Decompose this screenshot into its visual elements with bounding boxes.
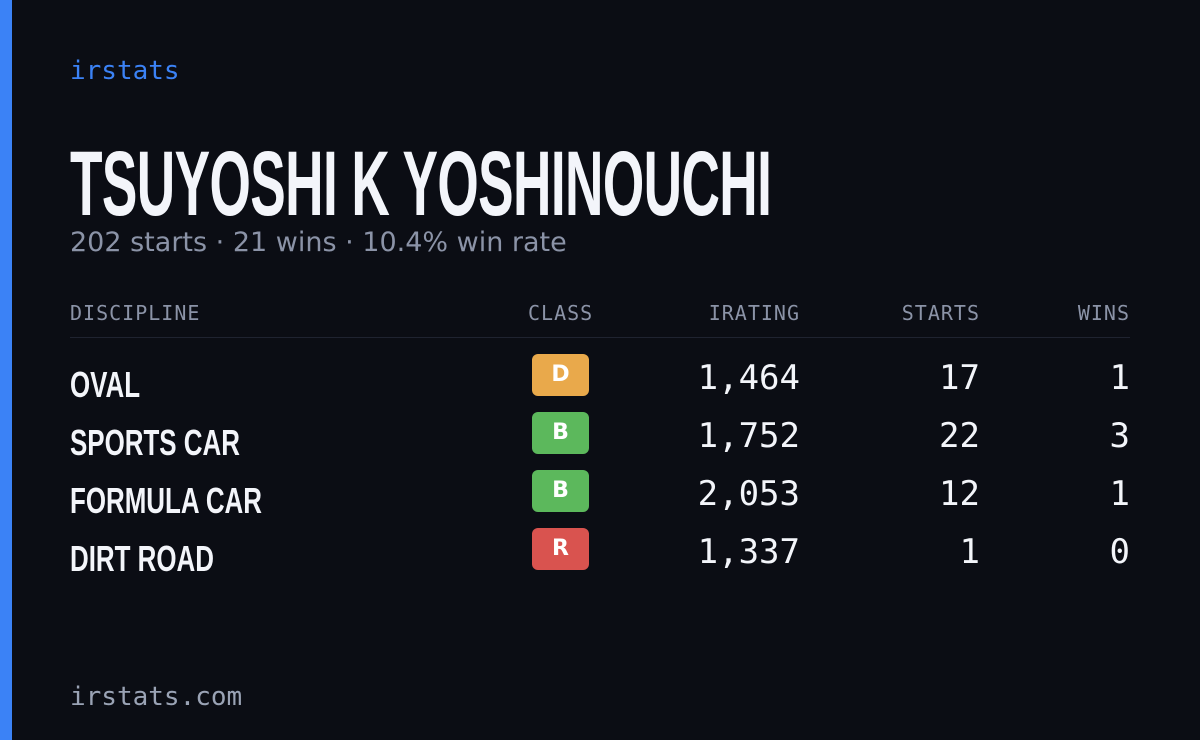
class-badge: D bbox=[532, 354, 589, 396]
driver-name: TSUYOSHI K YOSHINOUCHI bbox=[70, 133, 772, 235]
column-header: STARTS bbox=[901, 301, 980, 325]
wins: 1 bbox=[1109, 358, 1130, 398]
irating: 1,752 bbox=[697, 416, 800, 456]
divider bbox=[70, 337, 1130, 338]
starts: 12 bbox=[939, 474, 980, 514]
starts: 17 bbox=[939, 358, 980, 398]
starts: 22 bbox=[939, 416, 980, 456]
accent-bar bbox=[0, 0, 12, 740]
class-badge: R bbox=[532, 528, 589, 570]
irating: 1,464 bbox=[697, 358, 800, 398]
irating: 1,337 bbox=[697, 532, 800, 572]
starts: 1 bbox=[959, 532, 980, 572]
wins: 1 bbox=[1109, 474, 1130, 514]
column-header: CLASS bbox=[528, 301, 594, 325]
discipline: OVAL bbox=[70, 364, 141, 405]
class-badge: B bbox=[532, 412, 589, 454]
column-header: DISCIPLINE bbox=[70, 301, 201, 325]
wins: 0 bbox=[1109, 532, 1130, 572]
brand: irstats bbox=[70, 56, 180, 86]
discipline: SPORTS CAR bbox=[70, 422, 240, 463]
irating: 2,053 bbox=[697, 474, 800, 514]
discipline: FORMULA CAR bbox=[70, 480, 262, 521]
discipline: DIRT ROAD bbox=[70, 538, 214, 579]
class-badge: B bbox=[532, 470, 589, 512]
wins: 3 bbox=[1109, 416, 1130, 456]
column-header: IRATING bbox=[708, 301, 800, 325]
column-header: WINS bbox=[1077, 301, 1130, 325]
footer: irstats.com bbox=[70, 682, 243, 712]
driver-summary: 202 starts · 21 wins · 10.4% win rate bbox=[70, 227, 567, 258]
